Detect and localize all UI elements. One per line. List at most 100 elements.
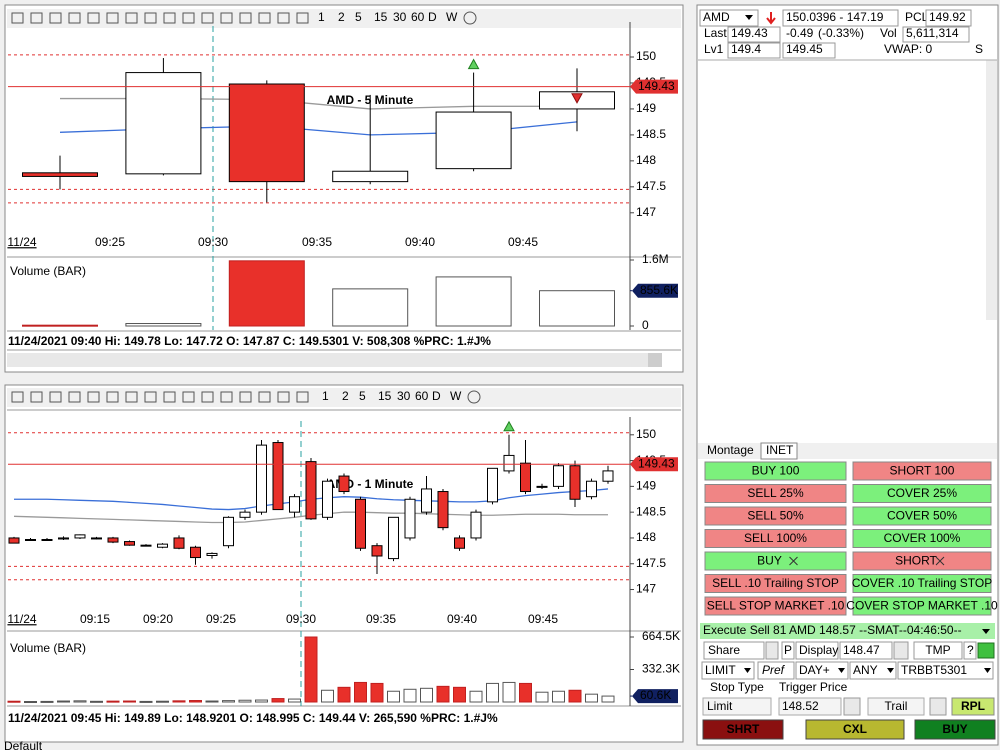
timeframe-button[interactable]: 30 (393, 10, 407, 24)
toolbar-icon[interactable] (182, 391, 195, 403)
help-button[interactable]: ? (967, 643, 974, 657)
spinner[interactable] (893, 641, 909, 660)
toolbar-icon[interactable] (239, 12, 252, 24)
toolbar-icon[interactable] (201, 12, 214, 24)
toolbar-icon[interactable] (163, 12, 176, 24)
action-button-label[interactable]: COVER .10 Trailing STOP (852, 576, 993, 590)
action-button-label[interactable]: COVER STOP MARKET .10 (846, 599, 998, 613)
action-button[interactable] (704, 529, 847, 548)
timeframe-button[interactable]: D (428, 10, 437, 24)
toolbar-icon[interactable] (277, 391, 290, 403)
order-button-label[interactable]: BUY (942, 722, 967, 736)
timeframe-button[interactable]: 5 (359, 389, 366, 403)
timeframe-button[interactable]: D (432, 389, 441, 403)
action-button-label[interactable]: SELL STOP MARKET .10 (707, 599, 845, 613)
spinner[interactable] (843, 697, 861, 716)
action-button-label[interactable]: SELL .10 Trailing STOP (712, 576, 839, 590)
input-box[interactable] (795, 641, 839, 660)
toolbar-icon[interactable] (144, 12, 157, 24)
action-button[interactable] (852, 596, 992, 616)
action-button-label[interactable]: COVER 100% (884, 531, 961, 545)
input-box[interactable] (703, 641, 765, 660)
toolbar-icon[interactable] (296, 12, 309, 24)
timeframe-button[interactable]: 30 (397, 389, 411, 403)
toolbar-icon[interactable] (106, 391, 119, 403)
action-button[interactable] (704, 551, 847, 571)
timeframe-button[interactable]: 60 (411, 10, 425, 24)
toolbar-icon[interactable] (220, 391, 233, 403)
toolbar-icon[interactable] (277, 12, 290, 24)
action-button-label[interactable]: COVER 50% (887, 509, 957, 523)
toolbar-icon[interactable] (258, 391, 271, 403)
toolbar-icon[interactable] (125, 12, 138, 24)
order-button[interactable] (805, 719, 905, 740)
toolbar-icon[interactable] (68, 12, 81, 24)
timeframe-button[interactable]: 1 (322, 389, 329, 403)
timeframe-button[interactable]: 2 (338, 10, 345, 24)
action-button-label[interactable]: SHORT 100 (890, 464, 955, 478)
input-box[interactable] (963, 641, 977, 660)
action-button-label[interactable]: SELL 50% (747, 509, 804, 523)
action-button[interactable] (852, 551, 992, 571)
input-box[interactable] (699, 9, 759, 27)
spinner[interactable] (765, 641, 779, 660)
trail-button-label[interactable]: Trail (885, 699, 908, 713)
timeframe-button[interactable]: 15 (378, 389, 392, 403)
timeframe-button[interactable]: 15 (374, 10, 388, 24)
action-button[interactable] (852, 574, 992, 593)
toolbar-icon[interactable] (467, 390, 481, 404)
action-button[interactable] (704, 506, 847, 526)
input-box[interactable] (701, 661, 755, 680)
action-button[interactable] (852, 506, 992, 526)
input-box[interactable] (839, 641, 893, 660)
action-button-label[interactable]: BUY (757, 554, 782, 568)
toolbar-icon[interactable] (49, 391, 62, 403)
input-box[interactable] (778, 697, 842, 716)
toolbar-icon[interactable] (49, 12, 62, 24)
action-button-label[interactable]: SHORT (895, 554, 937, 568)
action-button[interactable] (852, 484, 992, 503)
input-box[interactable] (913, 641, 963, 660)
timeframe-button[interactable]: W (450, 389, 462, 403)
toolbar-icon[interactable] (296, 391, 309, 403)
tmp-button[interactable]: TMP (925, 643, 950, 657)
toolbar-icon[interactable] (239, 391, 252, 403)
action-button-label[interactable]: BUY 100 (752, 464, 800, 478)
input-box[interactable] (702, 697, 772, 716)
action-button[interactable] (704, 461, 847, 481)
order-button-label[interactable]: SHRT (727, 722, 760, 736)
order-button[interactable] (702, 719, 784, 740)
trail-button[interactable] (867, 697, 925, 716)
toolbar-icon[interactable] (258, 12, 271, 24)
action-button[interactable] (704, 484, 847, 503)
toolbar-icon[interactable] (201, 391, 214, 403)
toolbar-icon[interactable] (220, 12, 233, 24)
toolbar-icon[interactable] (30, 391, 43, 403)
spinner[interactable] (929, 697, 947, 716)
toolbar-icon[interactable] (163, 391, 176, 403)
toolbar-icon[interactable] (68, 391, 81, 403)
tab-active[interactable] (760, 442, 798, 460)
input-box[interactable] (795, 661, 849, 680)
timeframe-button[interactable]: 60 (415, 389, 429, 403)
toolbar-icon[interactable] (463, 11, 477, 25)
action-button[interactable] (704, 596, 847, 616)
toolbar-icon[interactable] (87, 391, 100, 403)
scrollbar[interactable] (986, 60, 997, 320)
toolbar-icon[interactable] (87, 12, 100, 24)
order-button[interactable] (914, 719, 996, 740)
input-box[interactable] (897, 661, 994, 680)
scroll-thumb[interactable] (648, 353, 662, 367)
lock-icon[interactable] (977, 642, 995, 659)
scrollbar[interactable] (7, 353, 662, 367)
toolbar-icon[interactable] (11, 12, 24, 24)
toolbar-icon[interactable] (106, 12, 119, 24)
order-button-label[interactable]: CXL (843, 722, 867, 736)
timeframe-button[interactable]: 2 (342, 389, 349, 403)
action-button-label[interactable]: SELL 100% (744, 531, 807, 545)
toolbar-icon[interactable] (11, 391, 24, 403)
timeframe-button[interactable]: 5 (355, 10, 362, 24)
action-button[interactable] (852, 461, 992, 481)
action-button[interactable] (852, 529, 992, 548)
action-button[interactable] (704, 574, 847, 593)
